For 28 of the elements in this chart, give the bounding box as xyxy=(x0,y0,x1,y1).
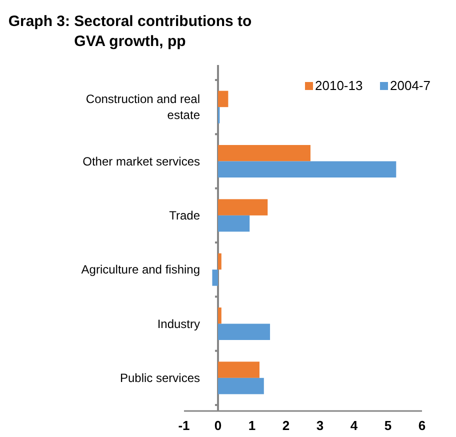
y-tick-label: Other market services xyxy=(82,154,200,168)
x-tick-label: 1 xyxy=(248,418,256,433)
x-tick-label: 0 xyxy=(214,418,222,433)
bar xyxy=(218,199,268,216)
x-tick-label: 4 xyxy=(350,418,358,433)
y-tick-label: Public services xyxy=(120,370,200,385)
bar xyxy=(218,362,260,378)
legend-label: 2010-13 xyxy=(315,78,363,93)
bar xyxy=(218,324,270,340)
x-tick-label: 3 xyxy=(316,418,324,433)
x-tick-label: 5 xyxy=(384,418,392,433)
y-tick-label: Construction and real estate xyxy=(86,92,200,122)
y-tick-label: Agriculture and fishing xyxy=(81,262,200,277)
bar xyxy=(218,253,222,270)
bar xyxy=(218,378,264,394)
bar xyxy=(218,90,228,108)
bar xyxy=(218,308,222,324)
x-tick-label: 2 xyxy=(282,418,290,433)
y-tick-label: Industry xyxy=(157,316,200,331)
bar xyxy=(218,215,250,232)
x-tick-label: -1 xyxy=(178,418,190,433)
bar xyxy=(218,145,310,162)
chart-title: Graph 3: Sectoral contributions to GVA growth, pp xyxy=(8,13,252,50)
bar xyxy=(212,270,218,286)
x-tick-label: 6 xyxy=(418,418,426,433)
y-tick-label: Trade xyxy=(169,208,200,222)
legend-label: 2004-7 xyxy=(390,78,430,93)
bar xyxy=(218,161,396,178)
